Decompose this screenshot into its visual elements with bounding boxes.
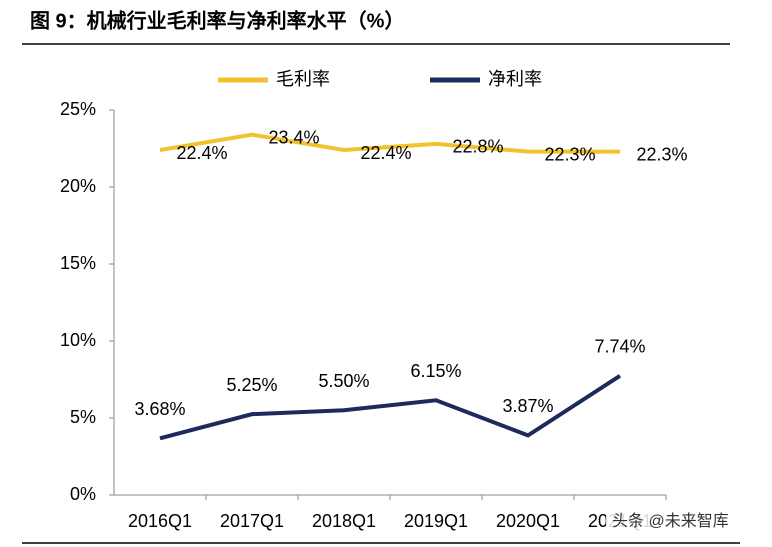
data-label: 7.74% [594, 337, 645, 357]
series-line [159, 132, 620, 154]
legend-label: 净利率 [488, 69, 542, 89]
y-tick-label: 10% [60, 330, 96, 350]
y-tick-label: 25% [60, 99, 96, 119]
legend-label: 毛利率 [276, 69, 330, 89]
y-tick-label: 20% [60, 176, 96, 196]
data-label: 6.15% [410, 361, 461, 381]
data-label: 22.3% [544, 144, 595, 164]
data-label: 23.4% [268, 127, 319, 147]
y-tick-label: 0% [70, 484, 96, 504]
data-label: 22.3% [636, 144, 687, 164]
x-tick-label: 2016Q1 [128, 511, 192, 531]
watermark: 头条 @未来智库 [612, 512, 729, 530]
data-label: 22.8% [452, 137, 503, 157]
y-tick-label: 15% [60, 253, 96, 273]
watermark-bg [606, 508, 766, 536]
data-label: 22.4% [176, 143, 227, 163]
series-line [159, 374, 622, 441]
chart-title: 图 9：机械行业毛利率与净利率水平（%） [30, 8, 404, 32]
data-label: 22.4% [360, 143, 411, 163]
x-tick-label: 2018Q1 [312, 511, 376, 531]
data-label: 3.87% [502, 396, 553, 416]
data-label: 5.25% [226, 375, 277, 395]
x-tick-label: 2020Q1 [496, 511, 560, 531]
data-label: 5.50% [318, 371, 369, 391]
y-tick-label: 5% [70, 407, 96, 427]
x-tick-label: 2017Q1 [220, 511, 284, 531]
data-label: 3.68% [134, 399, 185, 419]
x-tick-label: 2019Q1 [404, 511, 468, 531]
